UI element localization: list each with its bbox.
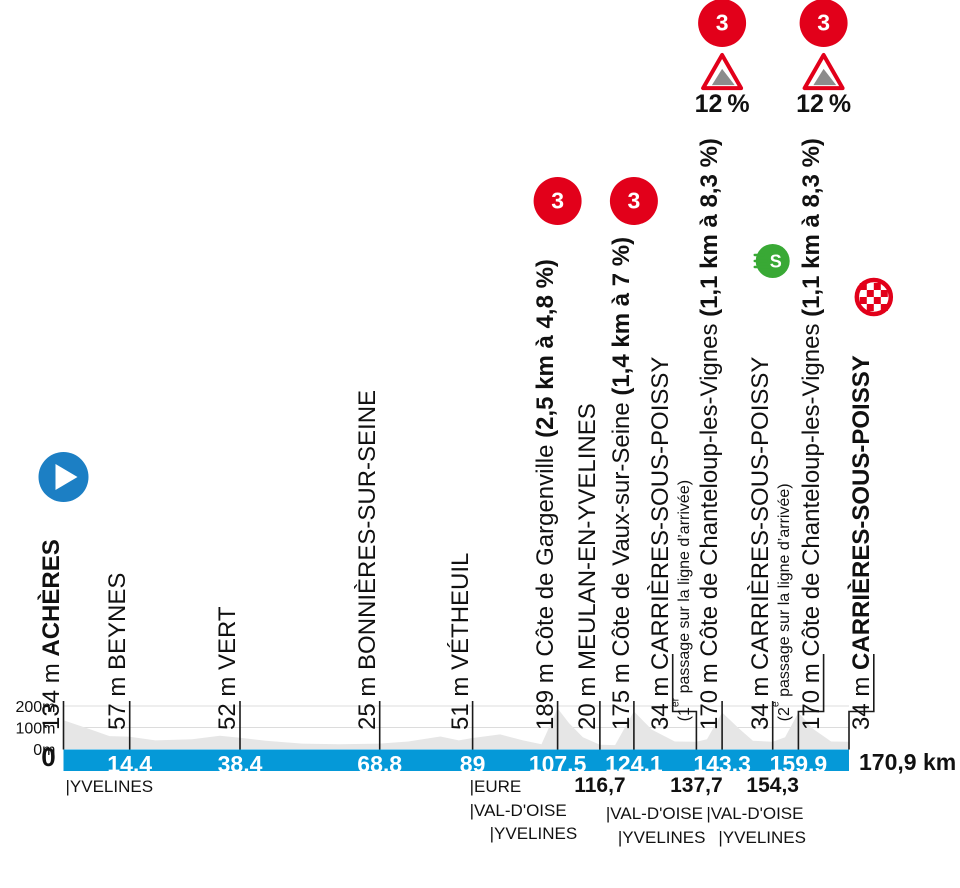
svg-text:12 %: 12 %	[695, 90, 750, 118]
svg-text:3: 3	[628, 188, 641, 214]
svg-text:3: 3	[551, 188, 564, 214]
svg-text:3: 3	[716, 10, 729, 36]
svg-text:3: 3	[817, 10, 830, 36]
svg-text:S: S	[770, 252, 782, 272]
svg-text:12 %: 12 %	[796, 90, 851, 118]
